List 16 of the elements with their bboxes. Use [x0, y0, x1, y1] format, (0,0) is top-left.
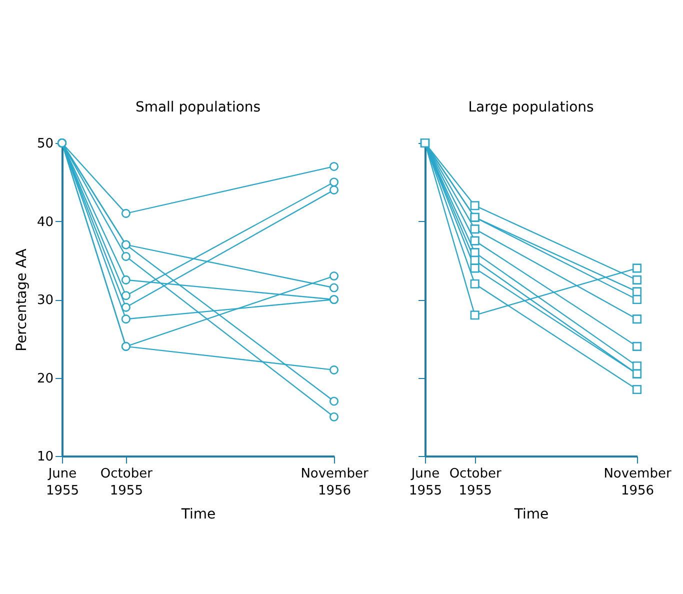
- x-tick-label: June 1955: [46, 466, 80, 498]
- y-axis-title: Percentage AA: [14, 248, 30, 352]
- x-axis-title: Time: [180, 506, 216, 522]
- x-axis-title: Time: [513, 506, 549, 522]
- x-tick-label: November 1956: [604, 466, 672, 498]
- chart-title: Small populations: [135, 100, 261, 116]
- x-tick-label: October 1955: [449, 466, 502, 498]
- chart-title: Large populations: [468, 100, 594, 116]
- y-tick-label: 30: [36, 293, 54, 308]
- y-tick-label: 10: [36, 450, 54, 464]
- x-tick-label: June 1955: [408, 466, 442, 498]
- y-tick-label: 50: [36, 136, 54, 152]
- y-tick-label: 40: [36, 214, 54, 230]
- x-tick-label: October 1955: [100, 466, 154, 498]
- y-tick-label: 20: [36, 371, 54, 386]
- x-tick-label: November 1956: [300, 466, 369, 498]
